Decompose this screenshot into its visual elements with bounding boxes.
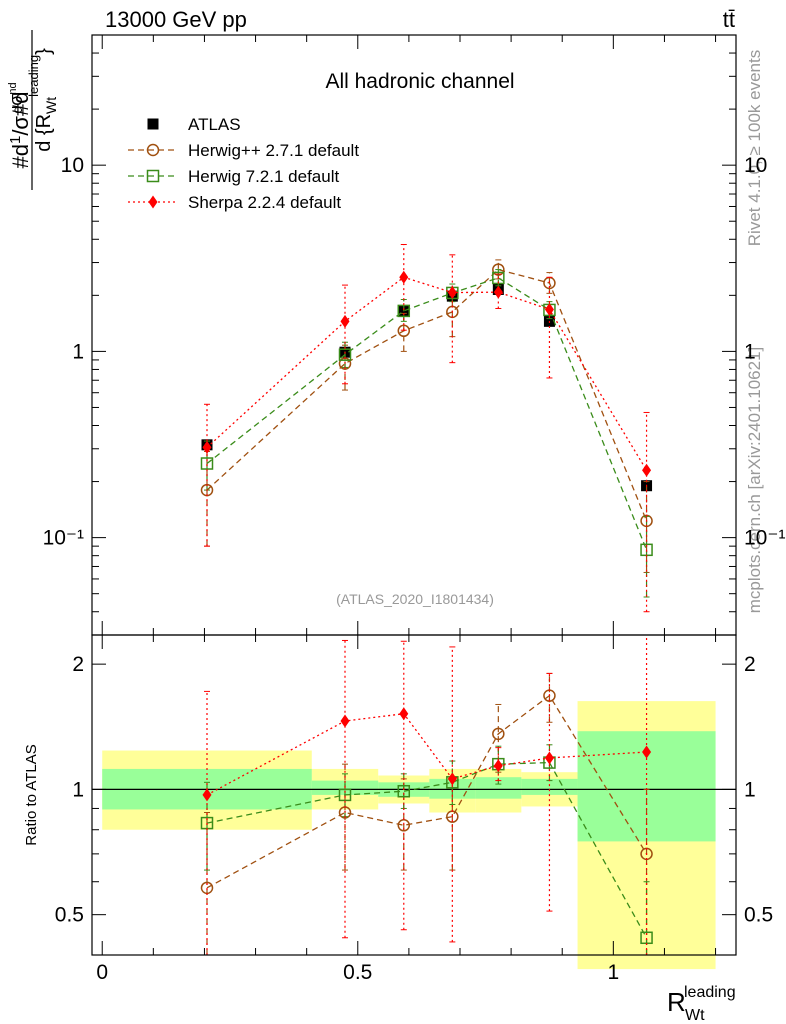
energy-label: 13000 GeV pp: [105, 7, 247, 32]
legend-label: Sherpa 2.2.4 default: [188, 193, 341, 212]
ratio-point: [397, 819, 411, 832]
data-point: [642, 463, 652, 477]
data-point: [202, 440, 212, 454]
stat-uncertainty-band: [475, 777, 522, 799]
main-panel: 10 10 1 1 10⁻¹ 10⁻¹: [43, 34, 785, 636]
y-tick-label: 0.5: [55, 904, 84, 927]
y-tick-label: 10⁻¹: [744, 527, 785, 550]
legend-marker: [146, 143, 160, 157]
x-tick-label: 0: [96, 961, 108, 984]
legend-label: ATLAS: [188, 115, 241, 134]
data-point: [200, 457, 214, 470]
ratio-point: [397, 784, 411, 798]
y-tick-label: 2: [744, 653, 756, 676]
data-point: [493, 285, 503, 299]
series-1: [200, 259, 653, 573]
ratio-panel: 0.5 0.5 1 1 2 2 0 0.5 1: [55, 634, 773, 984]
legend-marker: [146, 169, 160, 183]
series-line: [206, 277, 648, 551]
data-point: [397, 304, 411, 318]
mcplots-label: mcplots.cern.ch [arXiv:2401.10621]: [745, 347, 764, 613]
ratio-point: [642, 745, 652, 759]
data-point: [338, 348, 352, 361]
y-tick-label: 1: [72, 778, 84, 801]
ratio-point: [202, 788, 212, 802]
series-3: [202, 243, 652, 613]
ratio-point: [338, 788, 352, 802]
svg-text:R: R: [667, 987, 686, 1017]
legend-label: Herwig++ 2.7.1 default: [188, 141, 359, 160]
legend: ATLAS Herwig++ 2.7.1 default Herwig 7.2.1 …: [128, 115, 359, 212]
y-tick-label: 1: [744, 340, 756, 363]
data-point: [447, 286, 457, 300]
series-line: [206, 276, 648, 471]
x-tick-label: 1: [607, 961, 619, 984]
rivet-version-label: Rivet 4.1.0, ≥ 100k events: [745, 50, 764, 246]
y-tick-label: 1: [744, 778, 756, 801]
series-2: [200, 269, 653, 598]
ratio-y-axis-label: Ratio to ATLAS: [23, 744, 40, 845]
legend-marker: [148, 195, 158, 209]
stat-uncertainty-band: [521, 778, 578, 795]
svg-text:Wt: Wt: [685, 1007, 705, 1024]
data-point: [399, 270, 409, 284]
ratio-point: [340, 714, 350, 728]
svg-text:leading: leading: [684, 984, 736, 1001]
x-axis-label: R Wt leading: [667, 984, 736, 1024]
y-tick-label: 10⁻¹: [43, 527, 84, 550]
series-0: [201, 283, 653, 492]
main-y-axis-label: #d1/σ#d dσnd d {RWtleading}: [6, 30, 59, 190]
ratio-point: [493, 759, 503, 773]
svg-text:dσnd: dσnd: [6, 82, 26, 113]
y-tick-label: 0.5: [744, 904, 773, 927]
series-line: [206, 268, 648, 522]
ratio-point: [399, 707, 409, 721]
ratio-panel-frame: [91, 634, 737, 956]
analysis-id-label: (ATLAS_2020_I1801434): [336, 591, 494, 607]
ratio-series-2: [202, 634, 652, 956]
process-label: tt̄: [723, 7, 735, 32]
data-point: [340, 314, 350, 328]
ratio-point: [544, 751, 554, 765]
legend-label: Herwig 7.2.1 default: [188, 167, 339, 186]
y-tick-label: 10: [744, 154, 767, 177]
legend-marker: [147, 118, 159, 130]
y-tick-label: 10: [61, 154, 84, 177]
chart-title: All hadronic channel: [325, 70, 514, 93]
ratio-point: [447, 772, 457, 786]
x-tick-label: 0.5: [343, 961, 372, 984]
data-point: [397, 324, 411, 338]
y-tick-label: 2: [72, 653, 84, 676]
ratio-point: [492, 727, 505, 741]
data-point: [544, 302, 554, 316]
y-tick-label: 1: [72, 340, 84, 363]
svg-text:#d1/σ#d: #d1/σ#d: [7, 91, 33, 168]
